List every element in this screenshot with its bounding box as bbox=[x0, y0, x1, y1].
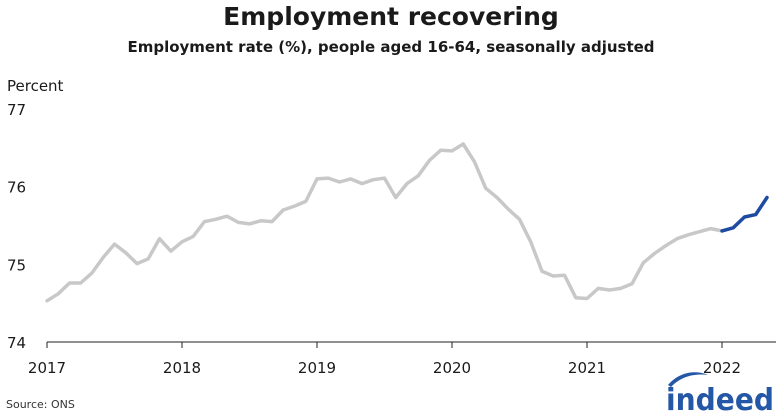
logo-wordmark: indeed bbox=[666, 383, 774, 415]
x-tick-label: 2021 bbox=[568, 359, 606, 377]
x-tick-label: 2017 bbox=[28, 359, 66, 377]
x-tick-label: 2019 bbox=[298, 359, 336, 377]
source-note: Source: ONS bbox=[6, 398, 75, 411]
y-ticks: 74 75 76 77 bbox=[7, 101, 26, 352]
y-tick-label: 75 bbox=[7, 256, 26, 274]
y-axis-label: Percent bbox=[7, 77, 64, 95]
recent-employment-line bbox=[720, 195, 769, 233]
chart-subtitle: Employment rate (%), people aged 16-64, … bbox=[127, 38, 655, 56]
series-lines bbox=[45, 142, 769, 303]
logo-arc-icon bbox=[668, 372, 708, 387]
x-tick-label: 2018 bbox=[163, 359, 201, 377]
y-tick-label: 76 bbox=[7, 179, 26, 197]
employment-rate-line bbox=[45, 142, 724, 303]
indeed-logo: indeed bbox=[666, 372, 774, 415]
chart-title: Employment recovering bbox=[223, 2, 559, 31]
y-tick-label: 74 bbox=[7, 334, 26, 352]
x-ticks: 2017 2018 2019 2020 2021 2022 bbox=[28, 342, 741, 377]
x-tick-label: 2022 bbox=[703, 359, 741, 377]
x-tick-label: 2020 bbox=[433, 359, 471, 377]
y-tick-label: 77 bbox=[7, 101, 26, 119]
